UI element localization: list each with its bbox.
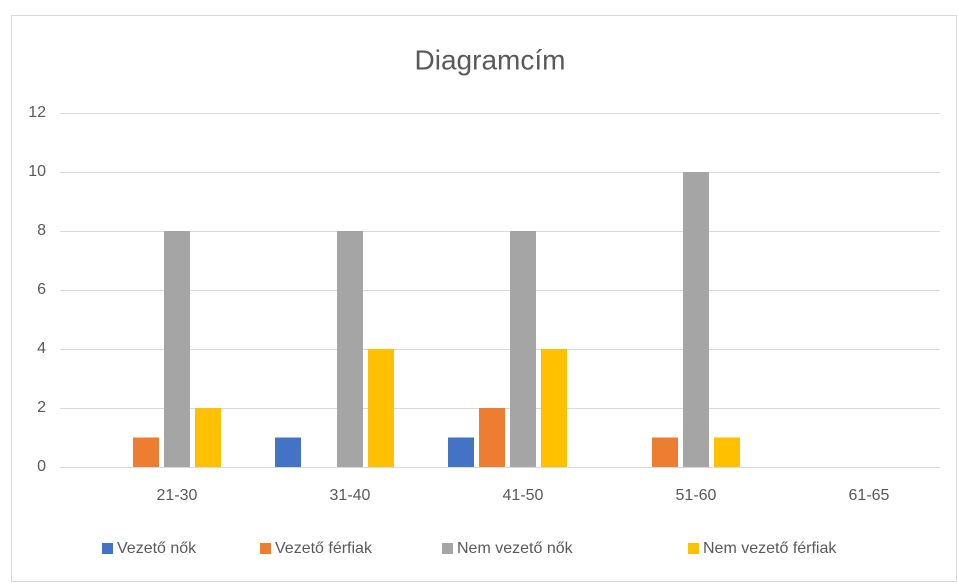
bar <box>541 349 567 467</box>
bar <box>337 231 363 467</box>
legend-label: Nem vezető nők <box>457 540 574 557</box>
bar <box>683 172 709 467</box>
x-tick-label: 21-30 <box>157 487 198 504</box>
x-tick-label: 41-50 <box>503 487 544 504</box>
bar <box>652 437 678 467</box>
legend-label: Nem vezető férfiak <box>703 540 837 557</box>
bar <box>479 408 505 467</box>
y-tick-label: 4 <box>37 340 46 357</box>
bar <box>714 437 740 467</box>
x-tick-label: 51-60 <box>676 487 717 504</box>
y-tick-label: 12 <box>28 104 46 121</box>
chart-title: Diagramcím <box>415 44 566 75</box>
legend-label: Vezető férfiak <box>275 540 373 557</box>
legend-swatch <box>442 543 453 554</box>
x-tick-label: 31-40 <box>330 487 371 504</box>
y-tick-label: 10 <box>28 163 46 180</box>
legend-swatch <box>688 543 699 554</box>
legend-label: Vezető nők <box>117 540 197 557</box>
y-tick-label: 2 <box>37 399 46 416</box>
y-tick-label: 0 <box>37 458 46 475</box>
chart-border <box>11 15 957 582</box>
bar <box>133 437 159 467</box>
bar <box>275 437 301 467</box>
bar <box>195 408 221 467</box>
bar <box>164 231 190 467</box>
bar <box>448 437 474 467</box>
x-tick-label: 61-65 <box>849 487 890 504</box>
bar <box>368 349 394 467</box>
legend-swatch <box>260 543 271 554</box>
legend-swatch <box>102 543 113 554</box>
y-tick-label: 8 <box>37 222 46 239</box>
bar <box>510 231 536 467</box>
y-tick-label: 6 <box>37 281 46 298</box>
